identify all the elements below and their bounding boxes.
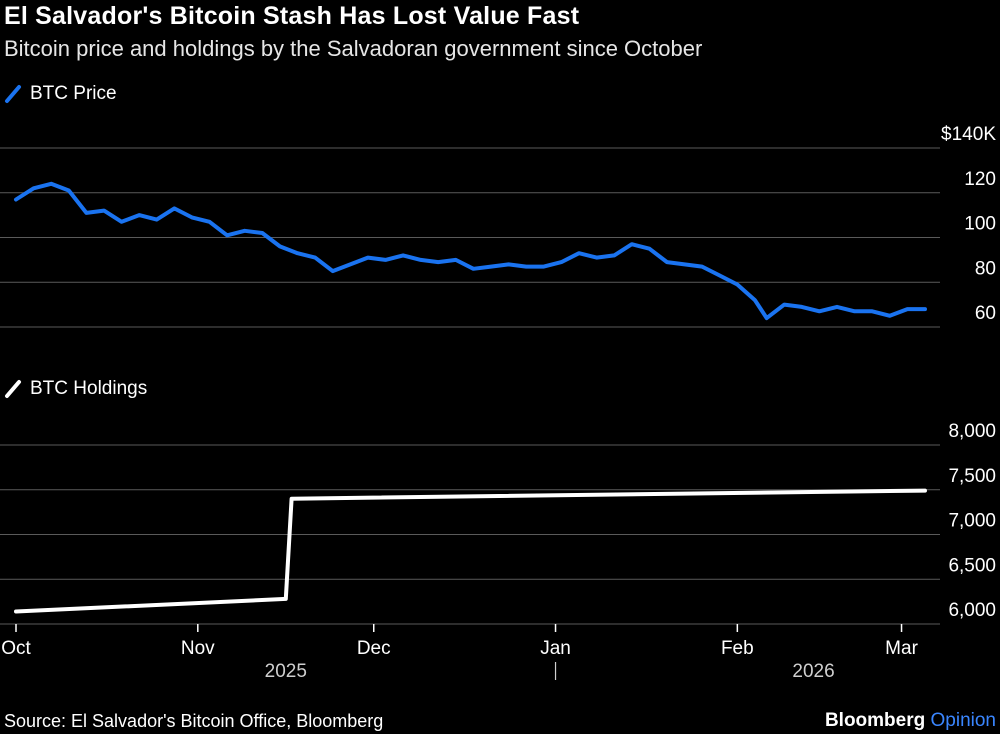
price-y-tick-label: 80: [975, 258, 996, 279]
price-y-tick-label: 120: [964, 169, 996, 190]
btc-price-line: [14, 181, 927, 321]
brand-suffix: Opinion: [930, 710, 997, 731]
price-y-tick-label: 60: [975, 303, 996, 324]
x-year-label: 2025: [265, 661, 307, 682]
legend-label-price: BTC Price: [30, 83, 117, 104]
holdings-y-tick-label: 6,000: [948, 600, 996, 621]
x-tick-label: Jan: [540, 638, 571, 659]
price-y-tick-label: 100: [964, 214, 996, 235]
legend-btc-price: BTC Price: [4, 83, 117, 105]
legend-swatch-price: [5, 85, 21, 103]
legend-label-holdings: BTC Holdings: [30, 378, 148, 399]
chart-title: El Salvador's Bitcoin Stash Has Lost Val…: [4, 2, 580, 30]
x-tick-label: Nov: [181, 638, 215, 659]
legend-btc-holdings: BTC Holdings: [4, 378, 147, 400]
chart-subtitle: Bitcoin price and holdings by the Salvad…: [4, 36, 703, 61]
brand-name: Bloomberg: [824, 710, 926, 731]
x-tick-label: Oct: [1, 638, 31, 659]
x-tick-label: Feb: [721, 638, 754, 659]
source-note: Source: El Salvador's Bitcoin Office, Bl…: [4, 711, 384, 731]
holdings-y-tick-label: 6,500: [948, 555, 996, 576]
holdings-y-tick-label: 7,000: [948, 511, 996, 532]
price-y-tick-label: $140K: [941, 124, 996, 145]
holdings-y-tick-label: 7,500: [948, 466, 996, 487]
brand-logo: Bloomberg Opinion: [825, 710, 996, 732]
holdings-y-tick-label: 8,000: [948, 421, 996, 442]
x-year-label: 2026: [792, 661, 834, 682]
x-tick-label: Mar: [885, 638, 918, 659]
btc-holdings-line: [14, 488, 927, 614]
chart-canvas: 60 80 100 120 $140K 6,000 6,500 7,000 7,500 8,000…: [0, 124, 996, 682]
x-tick-label: Dec: [357, 638, 391, 659]
legend-swatch-holdings: [5, 380, 21, 398]
